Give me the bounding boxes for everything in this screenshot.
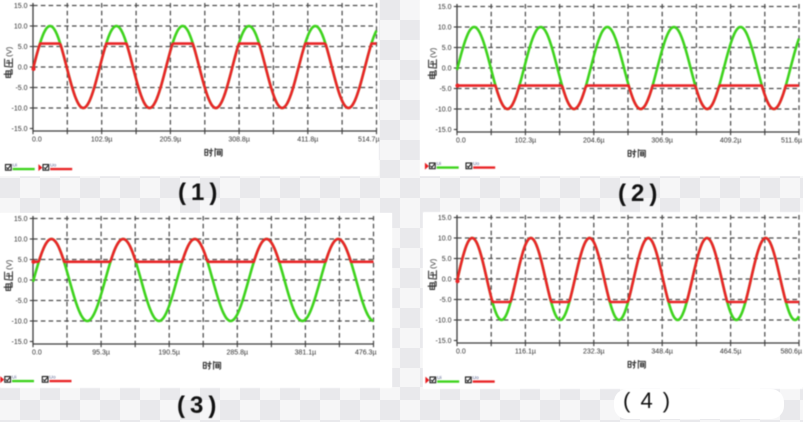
svg-text:476.3µ: 476.3µ	[355, 350, 377, 357]
svg-text:15.0: 15.0	[438, 215, 452, 222]
svg-text:5.0: 5.0	[442, 256, 452, 263]
svg-text:15.0: 15.0	[14, 216, 28, 223]
svg-text:Uo: Uo	[49, 375, 56, 381]
svg-text:102.9µ: 102.9µ	[91, 137, 113, 144]
svg-text:10.0: 10.0	[14, 236, 28, 243]
svg-text:0.0: 0.0	[18, 277, 28, 284]
svg-text:Uo: Uo	[473, 375, 480, 381]
svg-text:190.5µ: 190.5µ	[158, 350, 180, 357]
svg-text:-10.0: -10.0	[12, 318, 28, 325]
svg-text:306.9µ: 306.9µ	[651, 138, 673, 145]
svg-text:5.0: 5.0	[442, 45, 452, 52]
svg-text:511.6µ: 511.6µ	[781, 138, 802, 145]
svg-text:0.0: 0.0	[442, 65, 452, 72]
svg-text:102.3µ: 102.3µ	[515, 138, 537, 145]
svg-text:-15.0: -15.0	[436, 127, 452, 134]
svg-text:10.0: 10.0	[438, 235, 452, 242]
svg-text:116.1µ: 116.1µ	[515, 349, 536, 356]
svg-text:-10.0: -10.0	[12, 105, 28, 112]
svg-text:Ui: Ui	[12, 375, 17, 381]
svg-text:0.0: 0.0	[18, 64, 28, 71]
svg-text:Uo: Uo	[473, 161, 480, 167]
svg-text:-10.0: -10.0	[436, 317, 452, 324]
svg-text:-10.0: -10.0	[436, 106, 452, 113]
svg-text:(V): (V)	[5, 46, 14, 57]
svg-text:205.9µ: 205.9µ	[160, 137, 182, 144]
svg-text:0.0: 0.0	[32, 350, 42, 357]
svg-text:5.0: 5.0	[18, 257, 28, 264]
svg-text:Ui: Ui	[437, 161, 442, 167]
svg-text:(V): (V)	[429, 47, 438, 58]
svg-text:285.8µ: 285.8µ	[227, 350, 249, 357]
svg-text:Uo: Uo	[50, 163, 57, 169]
svg-text:5.0: 5.0	[18, 44, 28, 51]
svg-text:308.8µ: 308.8µ	[228, 137, 250, 144]
svg-text:0.0: 0.0	[442, 276, 452, 283]
svg-text:-15.0: -15.0	[12, 126, 28, 133]
svg-text:Ui: Ui	[437, 375, 442, 381]
svg-text:580.6µ: 580.6µ	[780, 349, 802, 356]
svg-text:15.0: 15.0	[438, 4, 452, 11]
svg-text:15.0: 15.0	[14, 3, 28, 10]
svg-text:(V): (V)	[429, 258, 438, 269]
svg-text:-5.0: -5.0	[439, 297, 451, 304]
svg-text:-15.0: -15.0	[436, 338, 452, 345]
svg-text:10.0: 10.0	[438, 24, 452, 31]
svg-text:-5.0: -5.0	[439, 86, 451, 93]
svg-text:Ui: Ui	[13, 163, 18, 169]
svg-text:0.0: 0.0	[456, 349, 466, 356]
svg-text:(V): (V)	[5, 259, 14, 270]
svg-text:-5.0: -5.0	[15, 85, 27, 92]
svg-text:232.3µ: 232.3µ	[583, 349, 605, 356]
svg-text:10.0: 10.0	[14, 23, 28, 30]
svg-text:411.8µ: 411.8µ	[297, 137, 318, 144]
svg-text:95.3µ: 95.3µ	[92, 350, 110, 357]
svg-text:514.7µ: 514.7µ	[358, 137, 379, 144]
svg-text:464.5µ: 464.5µ	[720, 349, 742, 356]
svg-text:204.6µ: 204.6µ	[583, 138, 605, 145]
svg-text:381.1µ: 381.1µ	[295, 350, 317, 357]
svg-text:348.4µ: 348.4µ	[651, 349, 673, 356]
svg-text:409.2µ: 409.2µ	[720, 138, 742, 145]
svg-text:-5.0: -5.0	[15, 298, 27, 305]
svg-text:-15.0: -15.0	[12, 339, 28, 346]
svg-text:0.0: 0.0	[456, 138, 466, 145]
svg-text:0.0: 0.0	[32, 137, 42, 144]
